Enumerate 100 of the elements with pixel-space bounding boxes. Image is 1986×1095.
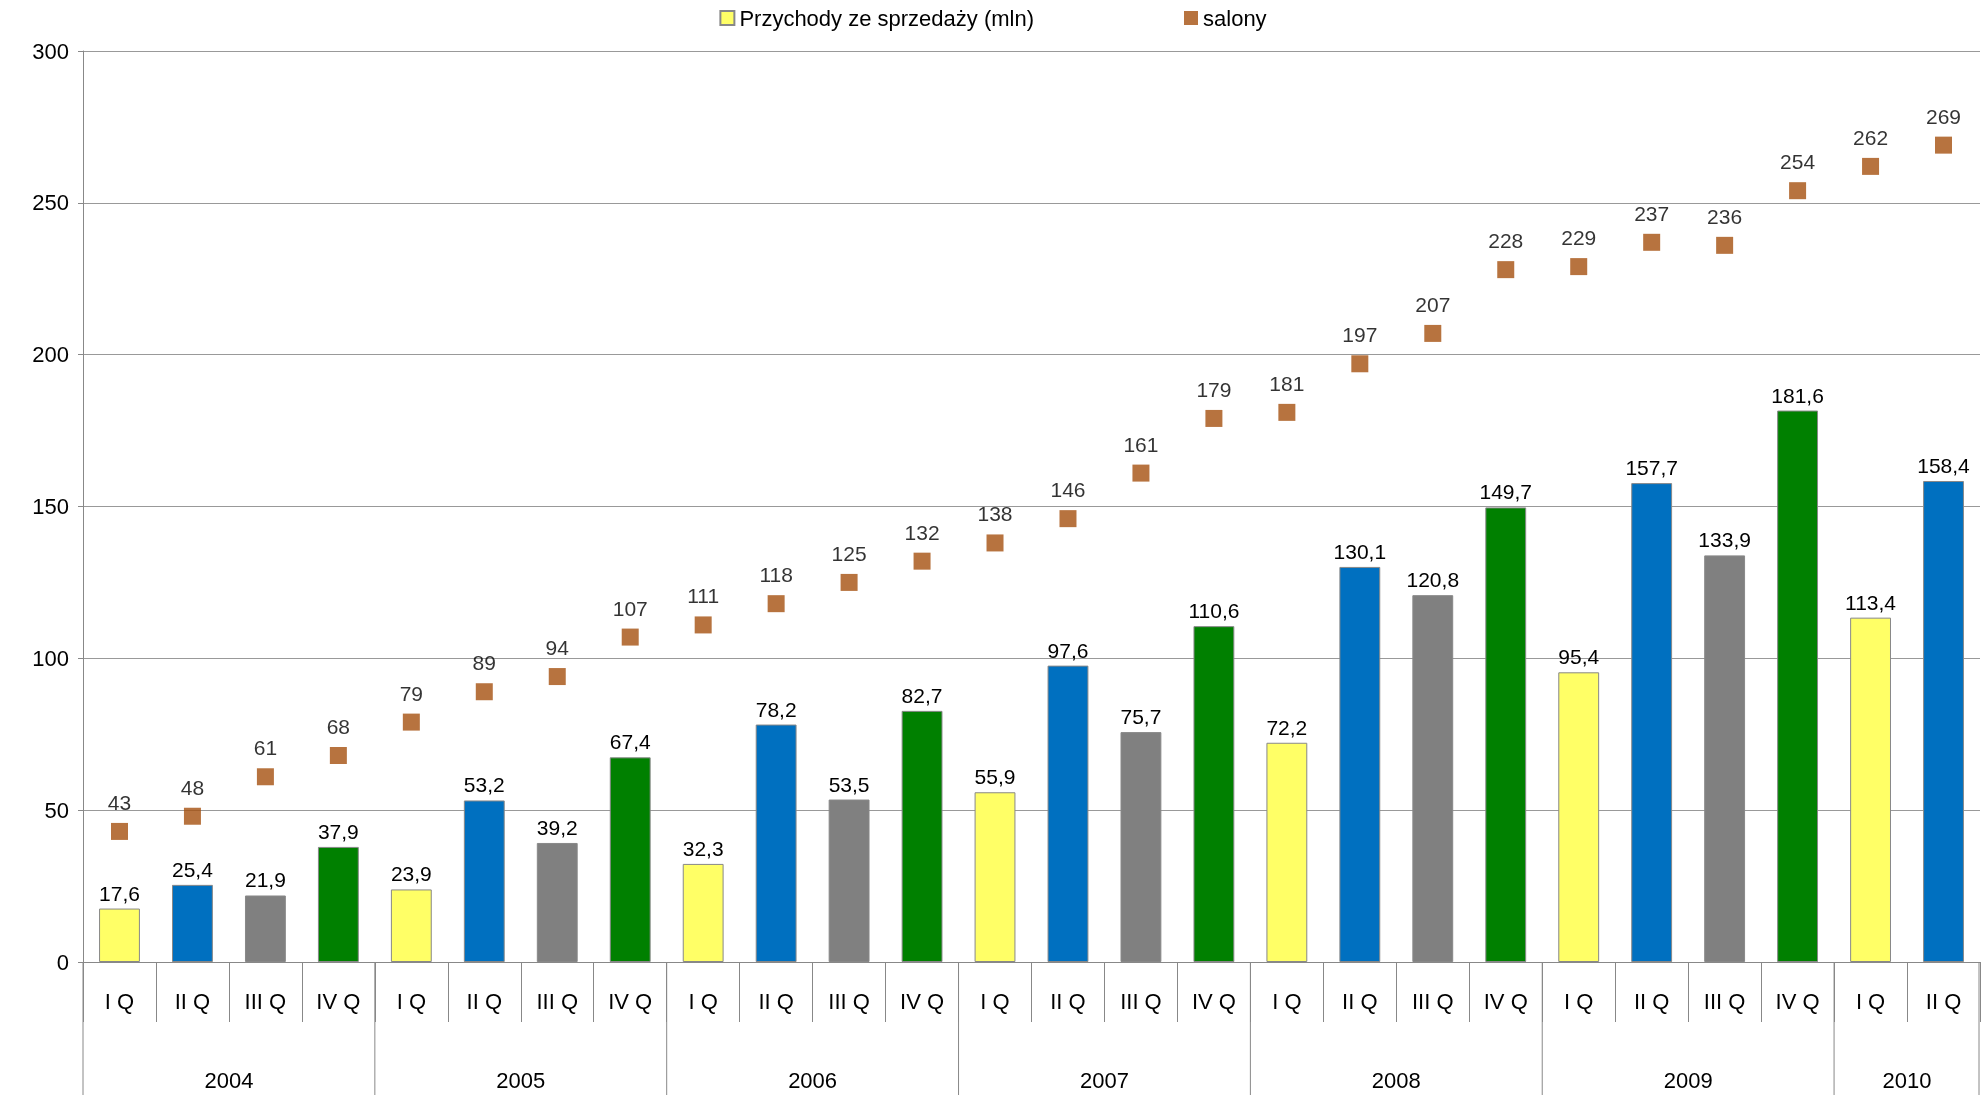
y-tick-label: 150 <box>32 494 69 519</box>
data-label: 146 <box>1050 478 1086 502</box>
point <box>1789 182 1807 200</box>
data-label: 237 <box>1634 201 1670 225</box>
data-label: 207 <box>1415 292 1451 316</box>
point <box>694 616 712 634</box>
legend-label: Przychody ze sprzedaży (mln) <box>739 5 1035 31</box>
data-label: 107 <box>612 596 648 620</box>
point <box>110 822 128 840</box>
x-tick-label: III Q <box>1120 988 1162 1014</box>
text: 2006 <box>788 1067 838 1093</box>
point <box>1935 136 1953 154</box>
point <box>475 683 493 701</box>
data-label: 61 <box>253 736 278 760</box>
x-tick-label: III Q <box>1703 988 1746 1014</box>
data-label: 228 <box>1488 229 1524 253</box>
data-label: 75,7 <box>1120 705 1162 729</box>
x-tick-label: IV Q <box>316 988 361 1014</box>
data-label: 158,4 <box>1917 453 1971 477</box>
data-label: 55,9 <box>974 765 1016 789</box>
y-tick-label: 200 <box>32 342 69 368</box>
data-label: 48 <box>180 775 205 799</box>
data-label: 72,2 <box>1266 715 1308 739</box>
data-label: 179 <box>1196 377 1232 401</box>
data-label: 132 <box>904 520 940 544</box>
data-label: 161 <box>1123 432 1159 456</box>
data-label: 23,9 <box>390 862 432 886</box>
data-label: 82,7 <box>901 683 943 707</box>
data-label: 149,7 <box>1479 480 1533 504</box>
text: 2009 <box>1663 1067 1713 1093</box>
data-label: 25,4 <box>172 857 214 881</box>
data-label: 43 <box>107 790 132 814</box>
point <box>1862 157 1880 175</box>
data-label: 94 <box>545 636 570 660</box>
x-tick-label: II Q <box>1925 988 1962 1014</box>
x-tick-label: II Q <box>1342 988 1378 1014</box>
data-label: 254 <box>1780 150 1816 174</box>
text: 2007 <box>1079 1067 1129 1093</box>
x-tick-label: I Q <box>396 988 426 1014</box>
data-label: 157,7 <box>1625 456 1678 480</box>
data-label: 17,6 <box>99 881 140 905</box>
data-label: 78,2 <box>755 697 797 721</box>
text: 2004 <box>204 1067 254 1093</box>
x-tick-label: I Q <box>1272 988 1302 1014</box>
data-label: 113,4 <box>1845 590 1897 614</box>
data-label: 118 <box>759 563 793 587</box>
y-tick-label: 0 <box>56 949 69 975</box>
point <box>1132 464 1150 482</box>
point <box>548 668 566 686</box>
data-label: 197 <box>1342 323 1378 347</box>
x-tick-label: I Q <box>1564 988 1594 1014</box>
x-tick-label: I Q <box>980 988 1010 1014</box>
point <box>1570 258 1588 276</box>
data-label: 269 <box>1926 104 1962 128</box>
x-tick-label: III Q <box>244 988 287 1014</box>
y-tick-label: 100 <box>32 645 69 671</box>
point <box>621 628 639 646</box>
data-label: 262 <box>1853 125 1889 149</box>
point <box>329 747 347 765</box>
y-tick-label: 300 <box>32 38 69 64</box>
point <box>1716 236 1734 254</box>
point <box>913 552 931 570</box>
data-label: 133,9 <box>1698 528 1751 552</box>
data-label: 95,4 <box>1558 645 1600 669</box>
data-label: 53,2 <box>463 773 505 797</box>
point <box>767 595 785 613</box>
point <box>840 573 858 591</box>
point <box>1643 233 1661 251</box>
data-label: 236 <box>1707 204 1743 228</box>
data-label: 120,8 <box>1406 568 1460 592</box>
x-tick-label: II Q <box>1050 988 1086 1014</box>
data-label: 37,9 <box>317 819 359 843</box>
data-label: 32,3 <box>682 836 724 860</box>
point <box>986 534 1004 552</box>
x-tick-label: II Q <box>758 988 794 1014</box>
data-label: 89 <box>472 651 496 675</box>
text: 2008 <box>1371 1067 1421 1093</box>
point <box>1497 261 1515 279</box>
y-tick-label: 250 <box>32 190 69 216</box>
data-label: 53,5 <box>828 772 870 796</box>
x-tick-label: IV Q <box>608 988 653 1014</box>
point <box>1059 510 1077 528</box>
x-tick-label: I Q <box>688 988 718 1014</box>
x-tick-label: II Q <box>174 988 211 1014</box>
data-label: 181 <box>1269 371 1305 395</box>
x-tick-label: I Q <box>104 988 135 1014</box>
x-tick-label: IV Q <box>1191 988 1236 1014</box>
data-label: 21,9 <box>244 868 286 892</box>
point <box>1278 403 1296 421</box>
legend-label: salony <box>1203 5 1267 31</box>
data-label: 97,6 <box>1047 638 1089 662</box>
data-label: 111 <box>687 584 720 608</box>
x-tick-label: II Q <box>1633 988 1670 1014</box>
point <box>1424 324 1442 342</box>
data-label: 39,2 <box>536 815 578 839</box>
data-label: 181,6 <box>1771 383 1824 407</box>
x-tick-label: III Q <box>828 988 870 1014</box>
point <box>402 713 420 731</box>
data-label: 110,6 <box>1188 599 1240 623</box>
x-tick-label: III Q <box>536 988 579 1014</box>
